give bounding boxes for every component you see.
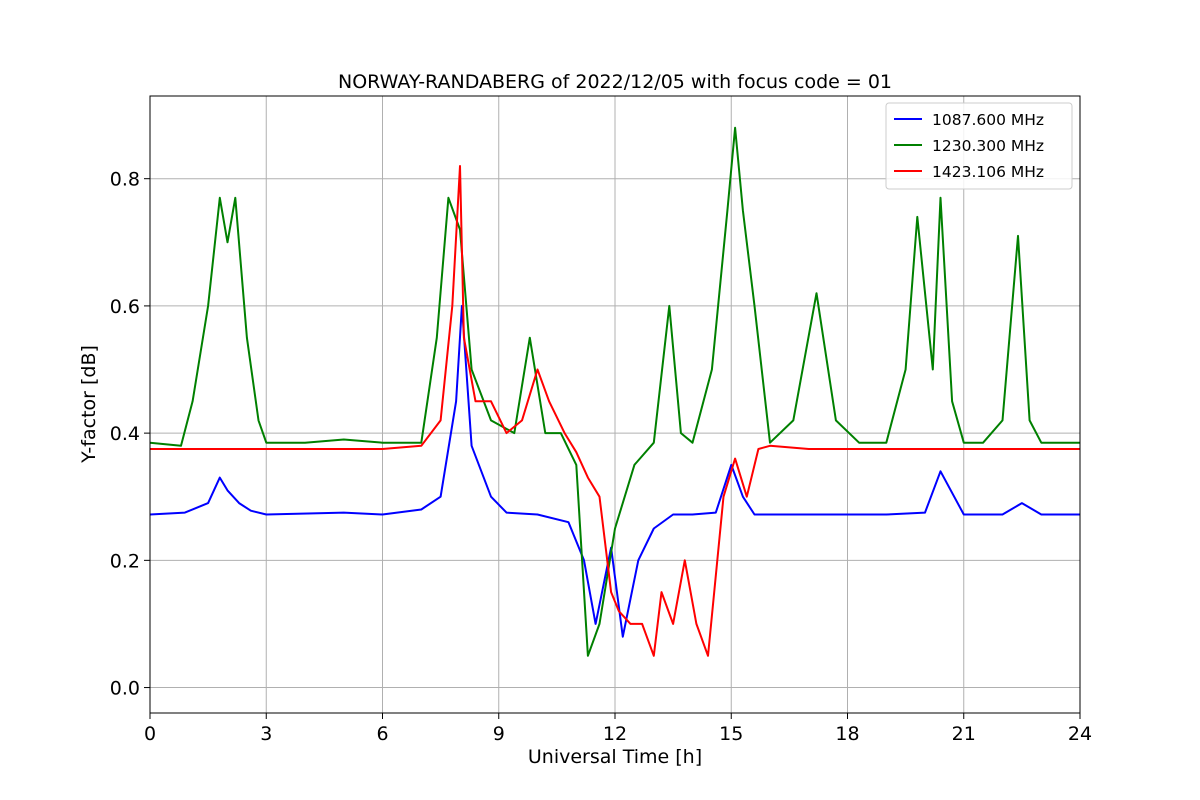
y-tick-label: 0.0	[110, 678, 140, 700]
x-tick-label: 3	[260, 723, 272, 745]
x-axis-label: Universal Time [h]	[528, 746, 702, 768]
plot-series	[149, 126, 1080, 657]
y-tick-label: 0.8	[110, 169, 140, 191]
series-line-3	[150, 165, 1080, 657]
legend-box	[885, 102, 1073, 190]
x-tick-label: 0	[144, 723, 156, 745]
x-tick-label: 18	[835, 723, 859, 745]
series-line-2	[149, 126, 1080, 657]
x-tick-label: 6	[376, 723, 388, 745]
y-tick-label: 0.6	[110, 296, 140, 318]
y-tick-label: 0.2	[110, 550, 140, 572]
y-tick-label: 0.4	[110, 423, 140, 445]
x-tick-label: 24	[1068, 723, 1092, 745]
axes: 0 3 6 9 12 15 18 21 24 0.0 0.2 0.4 0.6 0.8	[110, 169, 1092, 745]
x-tick-label: 21	[952, 723, 976, 745]
chart-title: NORWAY-RANDABERG of 2022/12/05 with focu…	[338, 71, 892, 93]
legend-label: 1087.600 MHz	[932, 111, 1044, 129]
legend: 1087.600 MHz 1230.300 MHz 1423.106 MHz	[885, 102, 1073, 190]
series-line-1	[149, 304, 1080, 638]
x-tick-label: 12	[603, 723, 627, 745]
legend-label: 1423.106 MHz	[932, 163, 1044, 181]
y-axis-label: Y-factor [dB]	[78, 345, 100, 464]
legend-label: 1230.300 MHz	[932, 137, 1044, 155]
x-tick-label: 15	[719, 723, 743, 745]
x-tick-label: 9	[493, 723, 505, 745]
